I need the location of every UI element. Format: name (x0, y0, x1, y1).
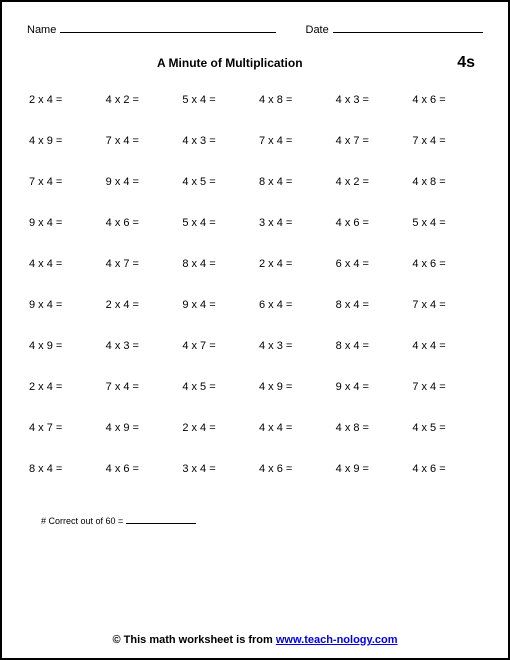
problem-cell: 4 x 9 = (29, 340, 98, 352)
problem-cell: 4 x 7 = (29, 422, 98, 434)
problem-cell: 4 x 6 = (336, 217, 405, 229)
problem-cell: 7 x 4 = (106, 135, 175, 147)
problem-cell: 7 x 4 = (29, 176, 98, 188)
problem-cell: 4 x 6 = (259, 463, 328, 475)
problem-cell: 4 x 5 = (182, 176, 251, 188)
problem-cell: 5 x 4 = (182, 94, 251, 106)
problem-cell: 4 x 4 = (259, 422, 328, 434)
footer-link[interactable]: www.teach-nology.com (276, 634, 398, 646)
problem-cell: 4 x 8 = (336, 422, 405, 434)
problem-cell: 8 x 4 = (29, 463, 98, 475)
problem-cell: 4 x 9 = (259, 381, 328, 393)
problem-cell: 4 x 3 = (106, 340, 175, 352)
problem-cell: 3 x 4 = (259, 217, 328, 229)
problem-cell: 8 x 4 = (336, 299, 405, 311)
score-label: # Correct out of 60 = (41, 516, 123, 526)
problem-cell: 5 x 4 = (182, 217, 251, 229)
problem-cell: 9 x 4 = (29, 299, 98, 311)
problem-cell: 7 x 4 = (412, 381, 481, 393)
problem-cell: 2 x 4 = (106, 299, 175, 311)
problem-cell: 7 x 4 = (259, 135, 328, 147)
problem-cell: 4 x 5 = (412, 422, 481, 434)
problem-cell: 8 x 4 = (182, 258, 251, 270)
problem-cell: 4 x 9 = (29, 135, 98, 147)
problem-cell: 4 x 3 = (336, 94, 405, 106)
problem-cell: 4 x 9 = (336, 463, 405, 475)
problem-cell: 7 x 4 = (412, 135, 481, 147)
problem-cell: 4 x 2 = (106, 94, 175, 106)
footer-prefix: © This math worksheet is from (113, 634, 276, 646)
problem-cell: 4 x 4 = (29, 258, 98, 270)
problem-cell: 4 x 6 = (106, 217, 175, 229)
problem-cell: 4 x 6 = (412, 94, 481, 106)
date-label: Date (306, 24, 329, 36)
problem-cell: 2 x 4 = (29, 94, 98, 106)
problem-cell: 6 x 4 = (259, 299, 328, 311)
name-blank-line (60, 22, 275, 33)
title-row: A Minute of Multiplication 4s (27, 54, 483, 72)
problem-cell: 4 x 6 = (106, 463, 175, 475)
problem-cell: 4 x 3 = (182, 135, 251, 147)
problem-cell: 4 x 9 = (106, 422, 175, 434)
date-blank-line (333, 22, 483, 33)
name-field: Name (27, 22, 276, 36)
problem-cell: 7 x 4 = (412, 299, 481, 311)
problem-cell: 4 x 4 = (412, 340, 481, 352)
worksheet-page: Name Date A Minute of Multiplication 4s … (0, 0, 510, 660)
score-blank-line (126, 515, 196, 524)
problem-cell: 8 x 4 = (259, 176, 328, 188)
problem-cell: 3 x 4 = (182, 463, 251, 475)
problem-cell: 5 x 4 = (412, 217, 481, 229)
worksheet-level: 4s (457, 54, 475, 72)
problem-grid: 2 x 4 = 4 x 2 = 5 x 4 = 4 x 8 = 4 x 3 = 4 x 6… (27, 94, 483, 475)
problem-cell: 2 x 4 = (259, 258, 328, 270)
problem-cell: 2 x 4 = (29, 381, 98, 393)
problem-cell: 4 x 8 = (259, 94, 328, 106)
problem-cell: 2 x 4 = (182, 422, 251, 434)
problem-cell: 9 x 4 = (182, 299, 251, 311)
problem-cell: 4 x 6 = (412, 463, 481, 475)
date-field: Date (306, 22, 484, 36)
name-label: Name (27, 24, 56, 36)
worksheet-title: A Minute of Multiplication (157, 56, 303, 70)
problem-cell: 4 x 7 = (336, 135, 405, 147)
problem-cell: 9 x 4 = (336, 381, 405, 393)
problem-cell: 4 x 7 = (106, 258, 175, 270)
header-row: Name Date (27, 22, 483, 36)
problem-cell: 4 x 2 = (336, 176, 405, 188)
problem-cell: 4 x 6 = (412, 258, 481, 270)
problem-cell: 4 x 5 = (182, 381, 251, 393)
problem-cell: 7 x 4 = (106, 381, 175, 393)
problem-cell: 6 x 4 = (336, 258, 405, 270)
problem-cell: 4 x 8 = (412, 176, 481, 188)
problem-cell: 9 x 4 = (29, 217, 98, 229)
problem-cell: 9 x 4 = (106, 176, 175, 188)
problem-cell: 8 x 4 = (336, 340, 405, 352)
score-row: # Correct out of 60 = (27, 515, 483, 526)
footer: © This math worksheet is from www.teach-… (2, 634, 508, 646)
problem-cell: 4 x 3 = (259, 340, 328, 352)
problem-cell: 4 x 7 = (182, 340, 251, 352)
